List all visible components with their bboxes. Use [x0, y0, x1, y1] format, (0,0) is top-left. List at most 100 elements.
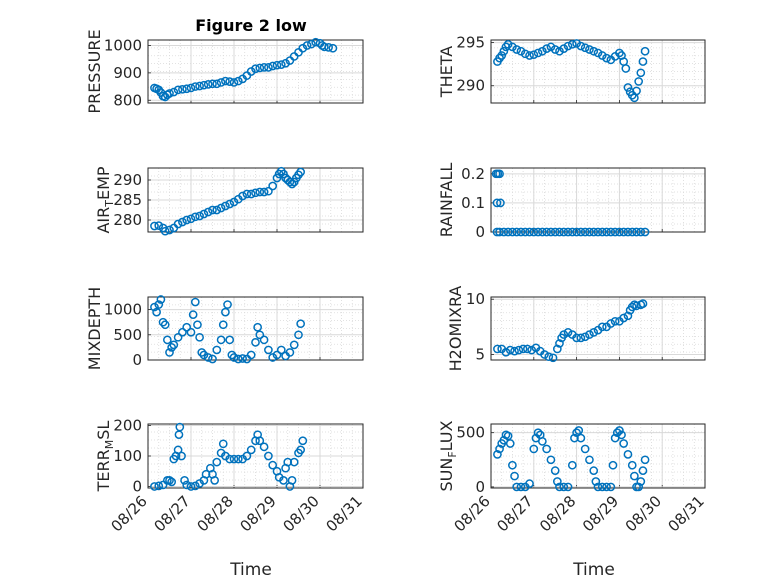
y-tick-label: 0.2 [461, 165, 485, 183]
data-point [255, 330, 265, 340]
data-point [589, 227, 599, 237]
data-point [516, 482, 526, 492]
data-point [574, 426, 584, 435]
data-point [163, 335, 172, 345]
data-point [627, 302, 637, 312]
data-point [259, 335, 269, 345]
y-tick-label: 500 [113, 326, 142, 344]
data-point [555, 339, 564, 348]
subplot-terr-msl: 08/26 08/27 08/28 08/29 08/30 08/31 0 100 200TER… [94, 417, 366, 536]
data-point [178, 217, 187, 227]
plot-area [491, 424, 705, 488]
data-point [227, 350, 237, 360]
data-point [212, 457, 222, 467]
data-point [238, 191, 247, 201]
data-point [182, 84, 192, 94]
x-tick-label: 08/27 [151, 492, 194, 535]
data-point [606, 482, 616, 492]
y-tick-label: 1000 [104, 301, 142, 319]
data-point [555, 482, 564, 492]
data-point [602, 53, 611, 63]
data-point [580, 43, 590, 53]
data-point [576, 41, 586, 51]
data-point [495, 444, 504, 454]
y-tick-label: 800 [113, 91, 142, 109]
data-point [182, 215, 192, 225]
data-point [296, 319, 305, 329]
data-point [634, 77, 644, 86]
data-point [492, 198, 502, 208]
data-point [233, 76, 243, 86]
data-point [552, 477, 562, 486]
data-point [279, 476, 288, 485]
data-point [177, 451, 186, 461]
y-tick-label: 200 [113, 417, 142, 435]
data-point [178, 84, 187, 94]
data-point [550, 45, 560, 54]
data-point [529, 444, 539, 454]
data-point [229, 78, 239, 87]
data-point [154, 221, 164, 230]
data-point [319, 42, 329, 52]
data-point [523, 344, 532, 354]
data-point [281, 58, 290, 68]
x-tick-label: 08/28 [194, 492, 237, 535]
y-tick-label: 285 [113, 191, 142, 209]
data-point [617, 430, 626, 440]
data-point [634, 482, 644, 492]
data-point [533, 428, 543, 438]
data-point [630, 471, 639, 481]
data-point [608, 460, 618, 470]
x-tick-label: 08/28 [536, 492, 579, 535]
data-point [503, 39, 513, 49]
data-point [525, 227, 534, 237]
data-point [529, 227, 539, 237]
data-point [589, 328, 599, 337]
data-point [210, 476, 219, 485]
data-point [208, 79, 217, 89]
data-point [246, 67, 256, 76]
data-point [503, 431, 513, 441]
data-point [158, 480, 168, 490]
data-point [324, 43, 333, 52]
data-point [499, 46, 509, 56]
data-point [542, 444, 551, 454]
x-tick-label: 08/26 [451, 492, 494, 535]
y-tick-label: 295 [456, 34, 485, 52]
data-point [268, 460, 278, 470]
data-point [225, 199, 235, 209]
data-point [540, 350, 549, 359]
data-point [259, 63, 269, 72]
y-tick-label: 500 [456, 424, 485, 442]
data-point [567, 227, 577, 237]
data-point [218, 439, 228, 449]
data-point [186, 83, 196, 93]
data-point [186, 482, 196, 491]
data-point [640, 455, 650, 465]
data-point [268, 61, 278, 71]
data-point [606, 319, 616, 328]
data-point [216, 335, 226, 345]
x-tick-label: 08/29 [237, 492, 280, 535]
data-point [197, 348, 207, 357]
data-point [501, 42, 511, 52]
data-point [516, 46, 526, 56]
data-point [496, 198, 505, 208]
data-point [199, 80, 209, 90]
data-point [632, 86, 641, 96]
data-point [610, 227, 620, 237]
data-point [550, 227, 560, 237]
data-point [548, 353, 558, 363]
data-point [563, 482, 573, 492]
y-axis-label: THETA [437, 46, 456, 98]
data-point [520, 49, 530, 59]
data-point [518, 344, 528, 354]
data-point [636, 227, 646, 237]
data-point [173, 85, 183, 95]
data-point [619, 227, 629, 237]
data-point [190, 481, 200, 491]
data-point [615, 48, 624, 58]
data-point [606, 227, 616, 237]
data-point [307, 39, 316, 49]
